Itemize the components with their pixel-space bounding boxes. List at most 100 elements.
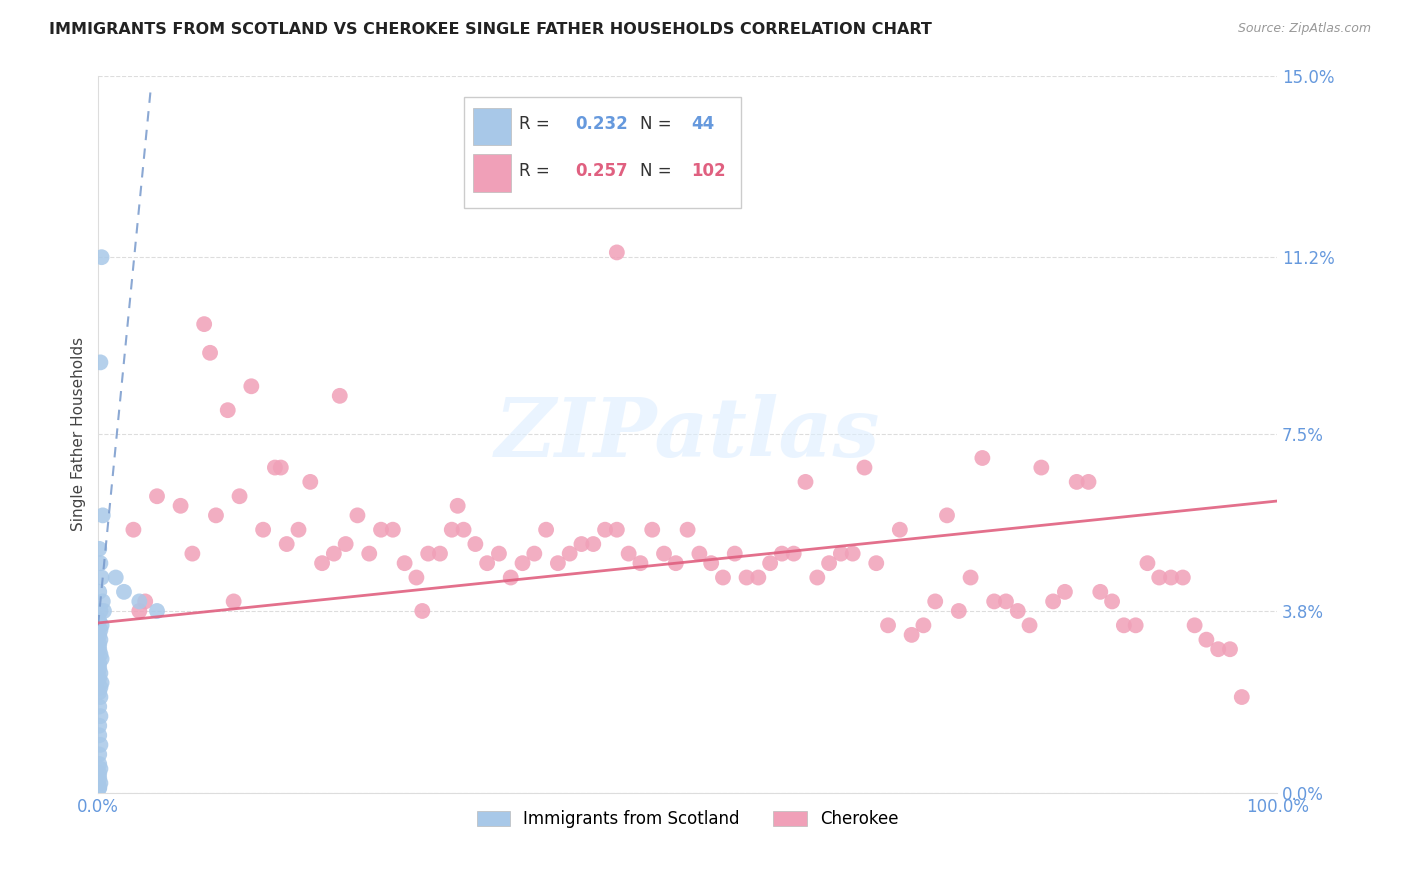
Point xyxy=(112,585,135,599)
Point xyxy=(122,523,145,537)
Point xyxy=(1066,475,1088,489)
Point xyxy=(89,556,111,570)
Point xyxy=(169,499,191,513)
Point xyxy=(523,547,546,561)
Point xyxy=(1077,475,1099,489)
Text: 102: 102 xyxy=(692,162,725,180)
Point xyxy=(264,460,287,475)
Point xyxy=(89,780,111,795)
Point xyxy=(571,537,593,551)
Point xyxy=(429,547,451,561)
Text: R =: R = xyxy=(519,162,550,180)
Point xyxy=(89,747,111,762)
Point xyxy=(1206,642,1229,657)
Point xyxy=(89,772,111,786)
Point xyxy=(747,570,769,584)
Point xyxy=(89,780,111,795)
Point xyxy=(89,614,111,628)
Point xyxy=(972,450,994,465)
Point xyxy=(711,570,734,584)
Point xyxy=(841,547,863,561)
Point xyxy=(89,632,111,647)
Point xyxy=(394,556,416,570)
Point xyxy=(89,681,111,695)
Point xyxy=(89,637,111,651)
Point xyxy=(806,570,828,584)
Point xyxy=(89,738,111,752)
Point xyxy=(547,556,569,570)
Point xyxy=(447,499,470,513)
Point xyxy=(488,547,510,561)
Point xyxy=(994,594,1017,608)
Point xyxy=(676,523,699,537)
Point xyxy=(475,556,498,570)
Point xyxy=(1147,570,1170,584)
Point xyxy=(89,657,111,671)
Point xyxy=(794,475,817,489)
Point xyxy=(128,604,150,618)
Point xyxy=(329,389,352,403)
Point xyxy=(900,628,922,642)
Point xyxy=(89,628,111,642)
Point xyxy=(89,355,111,369)
Point xyxy=(652,547,675,561)
Point xyxy=(959,570,981,584)
Point xyxy=(1125,618,1147,632)
Point xyxy=(89,671,111,685)
Point xyxy=(512,556,534,570)
Point xyxy=(499,570,522,584)
Point xyxy=(217,403,239,417)
Point xyxy=(759,556,782,570)
Point xyxy=(582,537,605,551)
Point xyxy=(865,556,887,570)
Point xyxy=(287,523,309,537)
Point xyxy=(322,547,344,561)
Point xyxy=(534,523,557,537)
Point xyxy=(948,604,970,618)
Point xyxy=(91,508,114,523)
Point xyxy=(1007,604,1029,618)
Point xyxy=(1018,618,1040,632)
Point xyxy=(700,556,723,570)
Point xyxy=(89,719,111,733)
Point xyxy=(89,776,111,790)
Point xyxy=(276,537,298,551)
Point xyxy=(89,661,111,675)
Point xyxy=(1031,460,1053,475)
Point xyxy=(93,604,115,618)
Point xyxy=(335,537,357,551)
Point xyxy=(89,756,111,771)
Text: 0.257: 0.257 xyxy=(575,162,628,180)
Point xyxy=(665,556,688,570)
Legend: Immigrants from Scotland, Cherokee: Immigrants from Scotland, Cherokee xyxy=(470,803,905,835)
Point xyxy=(405,570,427,584)
Text: IMMIGRANTS FROM SCOTLAND VS CHEROKEE SINGLE FATHER HOUSEHOLDS CORRELATION CHART: IMMIGRANTS FROM SCOTLAND VS CHEROKEE SIN… xyxy=(49,22,932,37)
Point xyxy=(91,594,114,608)
Point xyxy=(89,642,111,657)
Point xyxy=(418,547,440,561)
Point xyxy=(205,508,228,523)
Point xyxy=(606,523,628,537)
Point xyxy=(1042,594,1064,608)
Point xyxy=(134,594,156,608)
Y-axis label: Single Father Households: Single Father Households xyxy=(72,337,86,531)
Point xyxy=(89,690,111,704)
Point xyxy=(370,523,392,537)
Point xyxy=(411,604,433,618)
Point xyxy=(89,762,111,776)
Point xyxy=(936,508,959,523)
Point xyxy=(853,460,876,475)
Point xyxy=(252,523,274,537)
FancyBboxPatch shape xyxy=(472,154,510,192)
FancyBboxPatch shape xyxy=(472,108,510,145)
Point xyxy=(181,547,204,561)
Point xyxy=(89,604,111,618)
Point xyxy=(617,547,640,561)
Point xyxy=(89,766,111,780)
Point xyxy=(299,475,322,489)
FancyBboxPatch shape xyxy=(464,97,741,208)
Point xyxy=(770,547,793,561)
Point xyxy=(89,728,111,742)
Text: Source: ZipAtlas.com: Source: ZipAtlas.com xyxy=(1237,22,1371,36)
Point xyxy=(90,652,112,666)
